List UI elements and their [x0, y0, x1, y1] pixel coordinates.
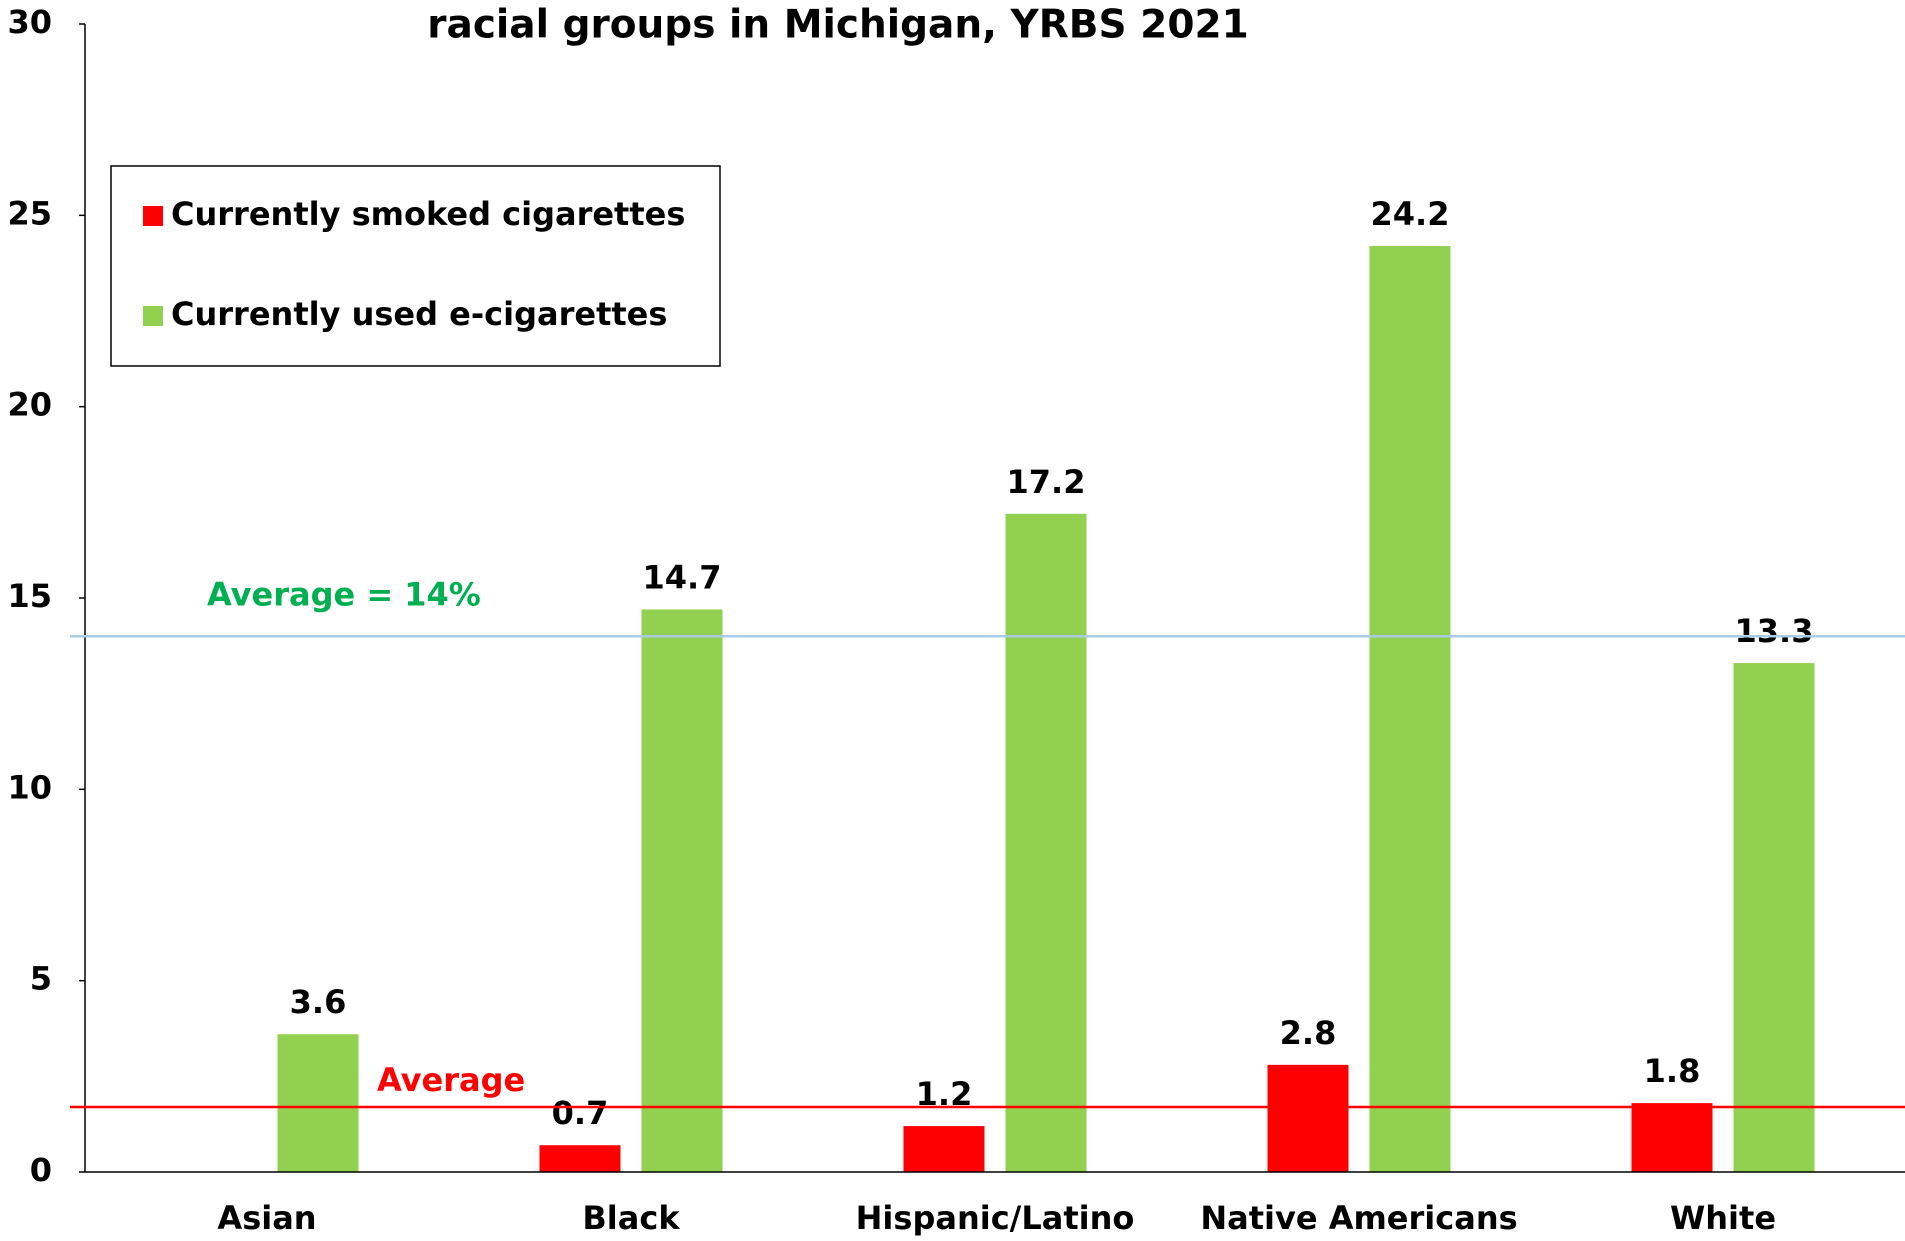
- y-tick-label: 15: [7, 577, 52, 615]
- value-label: 2.8: [1280, 1014, 1337, 1052]
- bar: [1631, 1103, 1713, 1172]
- legend-swatch: [143, 306, 163, 326]
- legend-swatch: [143, 206, 163, 226]
- value-label: 0.7: [552, 1094, 609, 1132]
- y-tick-label: 5: [30, 960, 52, 998]
- bar: [1267, 1064, 1349, 1172]
- x-tick-label: Native Americans: [1200, 1199, 1517, 1237]
- bar: [1369, 245, 1451, 1173]
- legend-label: Currently smoked cigarettes: [171, 195, 685, 233]
- x-tick-label: White: [1670, 1199, 1776, 1237]
- y-tick-label: 25: [7, 194, 52, 232]
- value-label: 13.3: [1735, 612, 1814, 650]
- bar: [903, 1126, 985, 1172]
- y-tick-label: 20: [7, 386, 52, 424]
- reference-label: Average: [377, 1061, 525, 1099]
- y-tick-label: 30: [7, 3, 52, 41]
- y-tick-label: 0: [30, 1151, 52, 1189]
- bar: [1005, 513, 1087, 1172]
- bar: [1733, 663, 1815, 1172]
- legend: [110, 165, 721, 367]
- legend-box: [110, 165, 721, 367]
- value-label: 24.2: [1371, 195, 1450, 233]
- reference-label: Average = 14%: [207, 575, 481, 613]
- value-label: 17.2: [1007, 463, 1086, 501]
- value-label: 1.8: [1644, 1052, 1701, 1090]
- x-tick-label: Black: [582, 1199, 680, 1237]
- bar: [539, 1145, 621, 1172]
- bar: [277, 1034, 359, 1172]
- x-tick-label: Hispanic/Latino: [856, 1199, 1135, 1237]
- legend-label: Currently used e-cigarettes: [171, 295, 667, 333]
- bar: [641, 609, 723, 1172]
- x-tick-label: Asian: [217, 1199, 316, 1237]
- chart-title: racial groups in Michigan, YRBS 2021: [427, 3, 1248, 48]
- value-label: 14.7: [643, 558, 722, 596]
- y-tick-label: 10: [7, 768, 52, 806]
- value-label: 3.6: [290, 983, 347, 1021]
